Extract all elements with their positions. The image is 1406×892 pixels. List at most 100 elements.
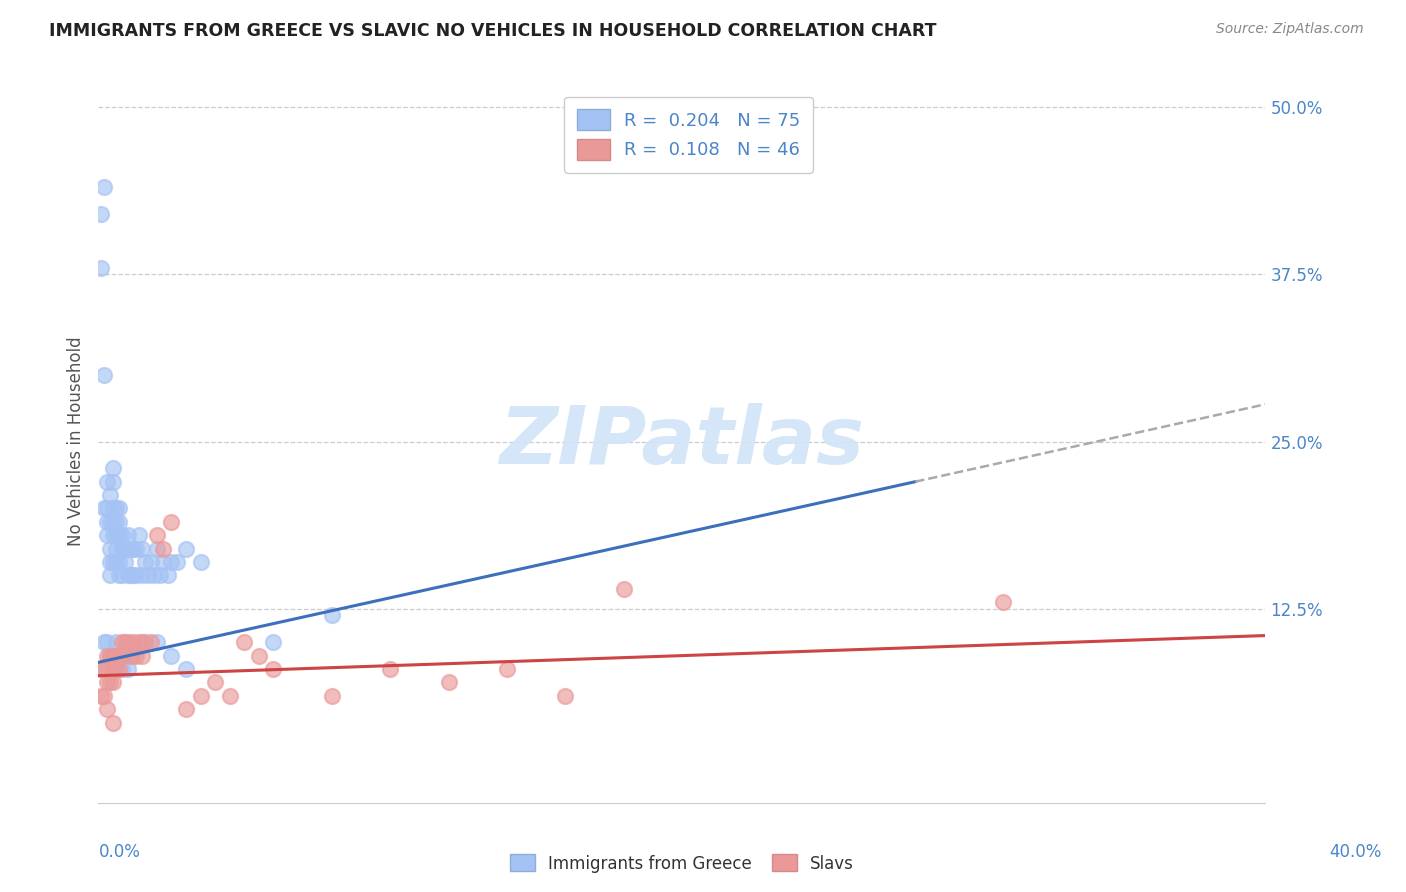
Point xyxy=(139,635,162,649)
Point xyxy=(98,648,121,663)
Point xyxy=(101,662,124,676)
Point xyxy=(90,207,112,221)
Point xyxy=(93,501,115,516)
Text: ZIPatlas: ZIPatlas xyxy=(499,402,865,481)
Point xyxy=(96,648,118,663)
Point xyxy=(101,475,124,489)
Point xyxy=(96,675,118,690)
Point xyxy=(152,541,174,556)
Point xyxy=(98,648,121,663)
Point xyxy=(93,368,115,382)
Point xyxy=(122,635,145,649)
Point xyxy=(96,635,118,649)
Point xyxy=(98,541,121,556)
Point xyxy=(125,568,148,582)
Point xyxy=(111,662,134,676)
Point xyxy=(96,475,118,489)
Point xyxy=(122,648,145,663)
Point xyxy=(104,515,127,529)
Point xyxy=(204,675,226,690)
Point xyxy=(101,515,124,529)
Point xyxy=(114,648,136,663)
Point xyxy=(104,648,127,663)
Point xyxy=(146,541,169,556)
Point xyxy=(160,515,183,529)
Point xyxy=(131,648,153,663)
Point xyxy=(160,555,183,569)
Point xyxy=(114,635,136,649)
Point xyxy=(101,501,124,516)
Point xyxy=(111,568,134,582)
Point xyxy=(96,702,118,716)
Point xyxy=(262,635,284,649)
Point xyxy=(321,608,343,623)
Point xyxy=(93,635,115,649)
Point xyxy=(380,662,402,676)
Point xyxy=(149,568,172,582)
Point xyxy=(111,635,134,649)
Point xyxy=(233,635,256,649)
Point xyxy=(117,528,139,542)
Point xyxy=(120,541,142,556)
Point xyxy=(142,568,165,582)
Point xyxy=(120,648,142,663)
Point xyxy=(437,675,460,690)
Point xyxy=(117,541,139,556)
Point xyxy=(134,635,156,649)
Point xyxy=(262,662,284,676)
Point xyxy=(104,662,127,676)
Point xyxy=(101,461,124,475)
Legend: R =  0.204   N = 75, R =  0.108   N = 46: R = 0.204 N = 75, R = 0.108 N = 46 xyxy=(564,96,813,172)
Point xyxy=(98,515,121,529)
Point xyxy=(120,568,142,582)
Point xyxy=(131,568,153,582)
Point xyxy=(108,528,131,542)
Point xyxy=(247,648,270,663)
Point xyxy=(108,648,131,663)
Point xyxy=(90,689,112,703)
Point xyxy=(496,662,519,676)
Point xyxy=(101,675,124,690)
Point xyxy=(90,260,112,275)
Point xyxy=(131,541,153,556)
Point xyxy=(152,555,174,569)
Point xyxy=(131,635,153,649)
Point xyxy=(554,689,576,703)
Point xyxy=(96,515,118,529)
Point xyxy=(111,541,134,556)
Point xyxy=(104,555,127,569)
Point xyxy=(104,501,127,516)
Text: IMMIGRANTS FROM GREECE VS SLAVIC NO VEHICLES IN HOUSEHOLD CORRELATION CHART: IMMIGRANTS FROM GREECE VS SLAVIC NO VEHI… xyxy=(49,22,936,40)
Point xyxy=(117,662,139,676)
Point xyxy=(114,541,136,556)
Point xyxy=(98,488,121,502)
Point xyxy=(96,528,118,542)
Point xyxy=(146,635,169,649)
Point xyxy=(128,635,150,649)
Point xyxy=(90,662,112,676)
Point xyxy=(136,568,159,582)
Point xyxy=(101,715,124,730)
Point xyxy=(101,555,124,569)
Point xyxy=(160,648,183,663)
Text: Source: ZipAtlas.com: Source: ZipAtlas.com xyxy=(1216,22,1364,37)
Point xyxy=(991,595,1014,609)
Y-axis label: No Vehicles in Household: No Vehicles in Household xyxy=(66,336,84,547)
Point xyxy=(321,689,343,703)
Point xyxy=(128,528,150,542)
Point xyxy=(101,648,124,663)
Point xyxy=(108,568,131,582)
Point xyxy=(612,582,634,596)
Point xyxy=(190,555,212,569)
Point xyxy=(122,541,145,556)
Point xyxy=(108,662,131,676)
Point xyxy=(125,648,148,663)
Point xyxy=(96,501,118,516)
Point xyxy=(108,555,131,569)
Point xyxy=(146,528,169,542)
Point xyxy=(93,689,115,703)
Point xyxy=(157,568,180,582)
Text: 0.0%: 0.0% xyxy=(98,843,141,861)
Point xyxy=(98,568,121,582)
Point xyxy=(111,648,134,663)
